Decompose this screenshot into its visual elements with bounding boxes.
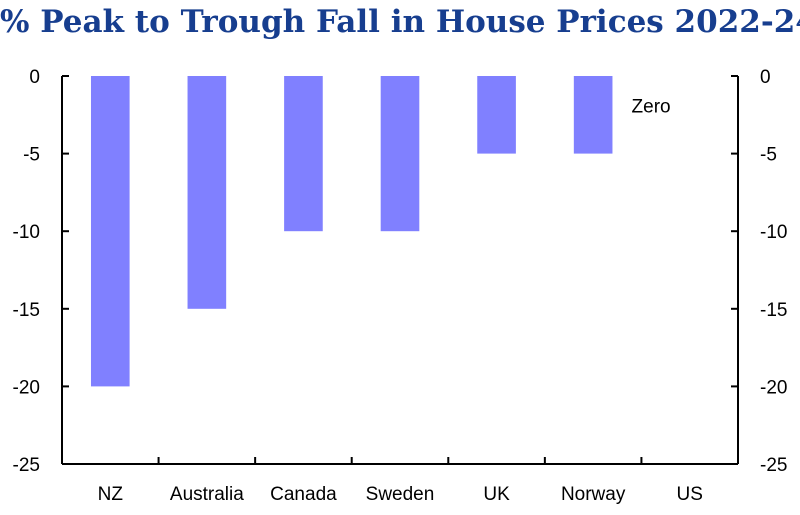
axes-layer <box>61 75 739 465</box>
bar-australia <box>187 76 227 309</box>
bar-sweden <box>380 76 420 232</box>
y-tick-label-left: -15 <box>13 300 40 321</box>
y-tick-label-right: -10 <box>760 222 787 243</box>
bars-layer <box>90 76 613 387</box>
x-tick-label-us: US <box>677 484 703 505</box>
x-tick-label-norway: Norway <box>561 484 626 505</box>
x-tick-label-uk: UK <box>483 484 510 505</box>
y-tick-label-left: -10 <box>13 222 40 243</box>
y-tick-label-right: -5 <box>760 145 777 166</box>
y-tick-label-left: 0 <box>29 67 40 88</box>
chart-title: % Peak to Trough Fall in House Prices 20… <box>0 4 800 40</box>
bar-norway <box>573 76 613 154</box>
bar-nz <box>90 76 130 387</box>
x-tick-label-nz: NZ <box>98 484 124 505</box>
y-tick-label-right: -20 <box>760 377 787 398</box>
y-tick-label-right: 0 <box>760 67 771 88</box>
labels-layer: 0 0 -5 -5 -10 -10 -15 -15 -20 -20 -25 -25 NZ Australi… <box>13 67 788 505</box>
y-tick-label-left: -20 <box>13 377 40 398</box>
y-tick-label-right: -25 <box>760 455 787 476</box>
annotation-zero: Zero <box>632 96 671 117</box>
x-tick-label-canada: Canada <box>270 484 337 505</box>
x-tick-label-australia: Australia <box>170 484 244 505</box>
y-tick-label-right: -15 <box>760 300 787 321</box>
bar-canada <box>284 76 323 232</box>
y-tick-label-left: -25 <box>13 455 40 476</box>
bar-uk <box>477 76 516 154</box>
x-tick-label-sweden: Sweden <box>366 484 435 505</box>
y-tick-label-left: -5 <box>23 145 40 166</box>
